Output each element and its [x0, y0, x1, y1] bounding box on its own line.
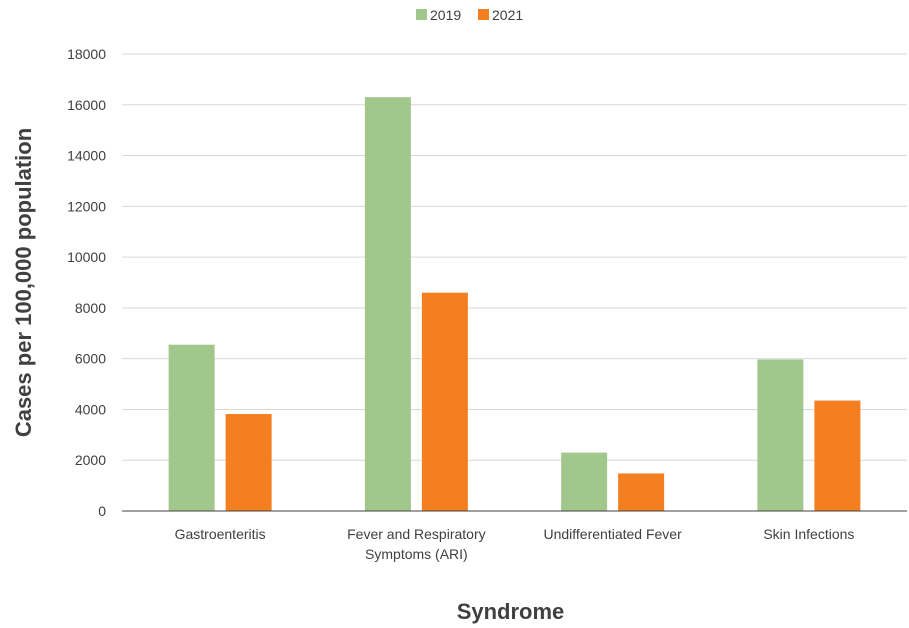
- y-tick-label: 8000: [75, 300, 106, 316]
- y-axis-ticks: 0 2000 4000 6000 8000 10000 12000 14000 16000 180…: [67, 46, 106, 519]
- y-tick-label: 18000: [67, 46, 106, 62]
- y-tick-label: 10000: [67, 249, 106, 265]
- bar-2021-1: [421, 292, 468, 511]
- legend-swatch-2019: [416, 9, 427, 20]
- legend: 2019 2021: [416, 7, 523, 23]
- y-tick-label: 6000: [75, 351, 106, 367]
- x-axis-categories: Gastroenteritis Fever and Respiratory Symp…: [175, 526, 855, 562]
- x-category-label: Fever and Respiratory Symptoms (ARI): [347, 526, 486, 562]
- y-tick-label: 0: [98, 503, 106, 519]
- legend-label-2019: 2019: [430, 7, 461, 23]
- legend-swatch-2021: [478, 9, 489, 20]
- x-category-label: Skin Infections: [763, 526, 854, 542]
- bar-2021-2: [618, 473, 665, 511]
- legend-label-2021: 2021: [492, 7, 523, 23]
- bar-2019-2: [561, 452, 608, 511]
- y-tick-label: 12000: [67, 198, 106, 214]
- bars: [168, 97, 861, 512]
- y-axis-title: Cases per 100,000 population: [11, 128, 36, 437]
- x-axis-title: Syndrome: [457, 599, 565, 624]
- bar-2021-0: [225, 414, 272, 511]
- gridlines: [122, 53, 907, 461]
- bar-2019-1: [364, 97, 411, 512]
- x-category-label: Undifferentiated Fever: [543, 526, 682, 542]
- bar-2019-3: [757, 359, 804, 511]
- x-category-label: Gastroenteritis: [175, 526, 266, 542]
- bar-2019-0: [168, 344, 215, 511]
- y-tick-label: 2000: [75, 452, 106, 468]
- y-tick-label: 16000: [67, 97, 106, 113]
- y-tick-label: 4000: [75, 401, 106, 417]
- bar-2021-3: [814, 400, 861, 511]
- y-tick-label: 14000: [67, 148, 106, 164]
